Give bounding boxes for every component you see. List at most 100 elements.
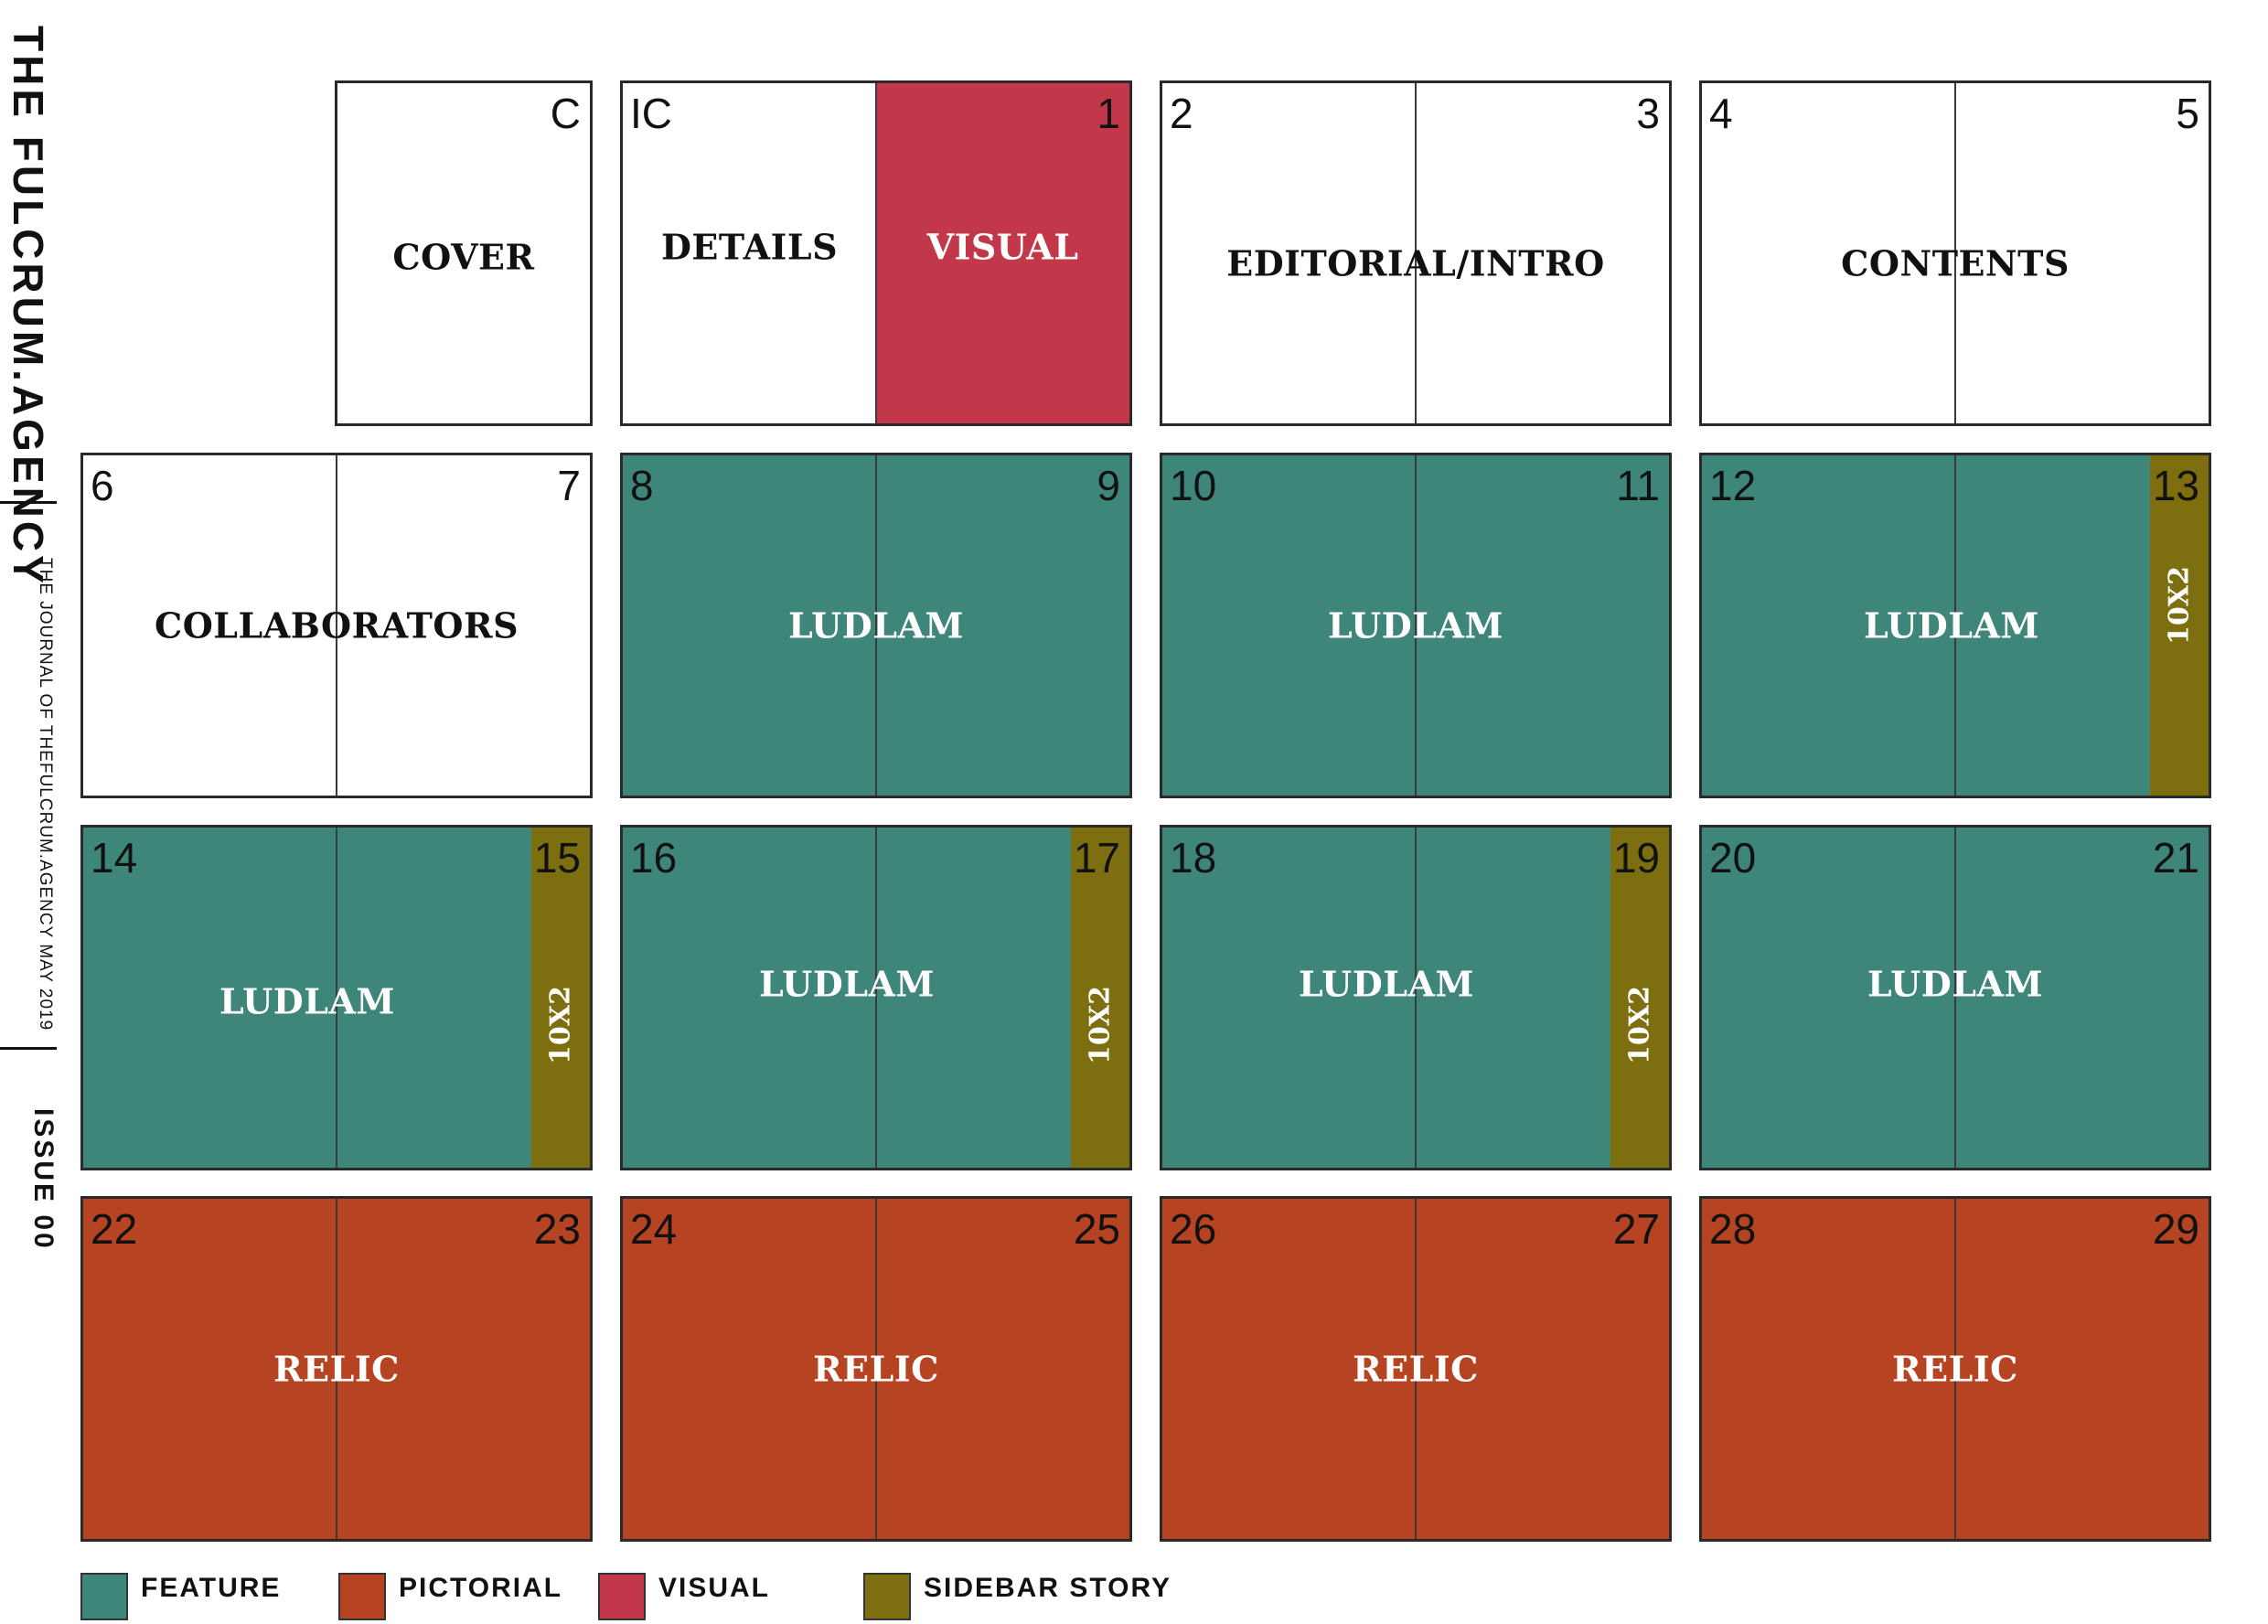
sidebar-story-block: 10X2 <box>2150 455 2209 796</box>
legend-label: PICTORIAL <box>399 1573 563 1603</box>
right-page <box>1416 455 1669 796</box>
section-label: CONTENTS <box>1841 242 2070 284</box>
right-page <box>1416 83 1669 423</box>
page-number: 20 <box>1709 834 1757 881</box>
section-label: DETAILS <box>660 226 839 268</box>
right-page <box>337 1199 590 1539</box>
sidebar-story-label: 10X2 <box>1623 985 1656 1064</box>
page-number: 11 <box>1616 462 1660 509</box>
section-label: RELIC <box>1353 1348 1479 1390</box>
spine-fold <box>336 828 337 1168</box>
page-number: 10 <box>1170 462 1217 509</box>
spine-fold <box>1954 1199 1956 1539</box>
spine-fold <box>875 83 877 423</box>
page-number: 19 <box>1612 834 1660 881</box>
legend-swatch <box>338 1573 386 1620</box>
sidebar-story-block: 10X2 <box>531 828 590 1168</box>
spread-editorial[interactable]: 2 3 EDITORIAL/INTRO <box>1160 80 1672 426</box>
spread-ludlam-16[interactable]: 10X2 16 17 LUDLAM <box>620 825 1132 1170</box>
spread-relic-26[interactable]: 26 27 RELIC <box>1160 1196 1672 1542</box>
page-cover <box>337 83 590 423</box>
section-label: LUDLAM <box>759 963 935 1005</box>
sidebar-story-block: 10X2 <box>1071 828 1129 1168</box>
page-number: 16 <box>630 834 678 881</box>
sidebar-story-label: 10X2 <box>2163 565 2196 645</box>
page-number: 28 <box>1709 1205 1757 1253</box>
sidebar-story-label: 10X2 <box>544 985 577 1064</box>
right-page <box>337 455 590 796</box>
spread-ludlam-20[interactable]: 20 21 LUDLAM <box>1699 825 2211 1170</box>
left-page <box>623 828 876 1168</box>
page-number: 26 <box>1170 1205 1217 1253</box>
spread-ludlam-12[interactable]: 10X2 12 13 LUDLAM <box>1699 453 2211 798</box>
page-number: 27 <box>1612 1205 1660 1253</box>
right-page <box>876 1199 1129 1539</box>
page-number: 17 <box>1073 834 1120 881</box>
page-number: 9 <box>1097 462 1120 509</box>
left-page <box>1162 455 1416 796</box>
section-label: RELIC <box>813 1348 939 1390</box>
section-label: LUDLAM <box>788 604 964 646</box>
divider-rule <box>0 501 57 504</box>
journal-line: THE JOURNAL OF THEFULCRUM.AGENCY MAY 201… <box>36 558 55 1031</box>
legend-swatch <box>598 1573 646 1620</box>
sidebar-story-label: 10X2 <box>1084 985 1117 1064</box>
spread-relic-28[interactable]: 28 29 RELIC <box>1699 1196 2211 1542</box>
right-page <box>876 83 1129 423</box>
right-page <box>1955 83 2209 423</box>
left-page <box>623 1199 876 1539</box>
issue-number: ISSUE 00 <box>28 1108 59 1251</box>
page-number: 8 <box>630 462 654 509</box>
page-number: 4 <box>1709 90 1733 137</box>
right-page <box>1955 828 2209 1168</box>
spread-relic-24[interactable]: 24 25 RELIC <box>620 1196 1132 1542</box>
page-number: 18 <box>1170 834 1217 881</box>
right-page <box>1955 1199 2209 1539</box>
left-page <box>1702 83 1955 423</box>
legend-label: VISUAL <box>658 1573 771 1603</box>
page-number: C <box>550 90 581 137</box>
page-number: 7 <box>557 462 581 509</box>
page-number: 2 <box>1170 90 1193 137</box>
spread-ludlam-10[interactable]: 10 11 LUDLAM <box>1160 453 1672 798</box>
spread-relic-22[interactable]: 22 23 RELIC <box>80 1196 593 1542</box>
spine-fold <box>1415 83 1417 423</box>
page-number: 13 <box>2152 462 2199 509</box>
spread-ludlam-14[interactable]: 10X2 14 15 LUDLAM <box>80 825 593 1170</box>
left-page <box>1162 828 1416 1168</box>
page-number: 1 <box>1097 90 1120 137</box>
spread-details-visual[interactable]: IC 1 DETAILS VISUAL <box>620 80 1132 426</box>
left-page <box>623 83 876 423</box>
spread-cover[interactable]: C COVER <box>335 80 593 426</box>
page-number: 24 <box>630 1205 678 1253</box>
page-number: 6 <box>91 462 114 509</box>
legend-item-feature: FEATURE <box>80 1573 327 1624</box>
left-page <box>83 455 337 796</box>
page-number: 29 <box>2152 1205 2199 1253</box>
spine-fold <box>875 1199 877 1539</box>
spread-contents[interactable]: 4 5 CONTENTS <box>1699 80 2211 426</box>
spine-fold <box>1415 1199 1417 1539</box>
left-page <box>83 1199 337 1539</box>
section-label: LUDLAM <box>1328 604 1503 646</box>
legend-item-visual: VISUAL <box>598 1573 845 1624</box>
page-number: IC <box>630 90 672 137</box>
page-number: 22 <box>91 1205 138 1253</box>
page-number: 5 <box>2176 90 2199 137</box>
section-label: COLLABORATORS <box>154 604 519 646</box>
spine-fold <box>336 455 337 796</box>
spread-ludlam-8[interactable]: 8 9 LUDLAM <box>620 453 1132 798</box>
spread-ludlam-18[interactable]: 10X2 18 19 LUDLAM <box>1160 825 1672 1170</box>
right-page <box>876 455 1129 796</box>
section-label: RELIC <box>1892 1348 2018 1390</box>
left-page <box>1702 455 1955 796</box>
right-page <box>1416 1199 1669 1539</box>
page-number: 21 <box>2152 834 2199 881</box>
spine-fold <box>336 1199 337 1539</box>
spread-collaborators[interactable]: 6 7 COLLABORATORS <box>80 453 593 798</box>
legend-swatch <box>863 1573 911 1620</box>
left-page <box>1162 1199 1416 1539</box>
page-number: 25 <box>1073 1205 1120 1253</box>
legend-label: SIDEBAR STORY <box>924 1573 1172 1603</box>
section-label: LUDLAM <box>1867 963 2043 1005</box>
